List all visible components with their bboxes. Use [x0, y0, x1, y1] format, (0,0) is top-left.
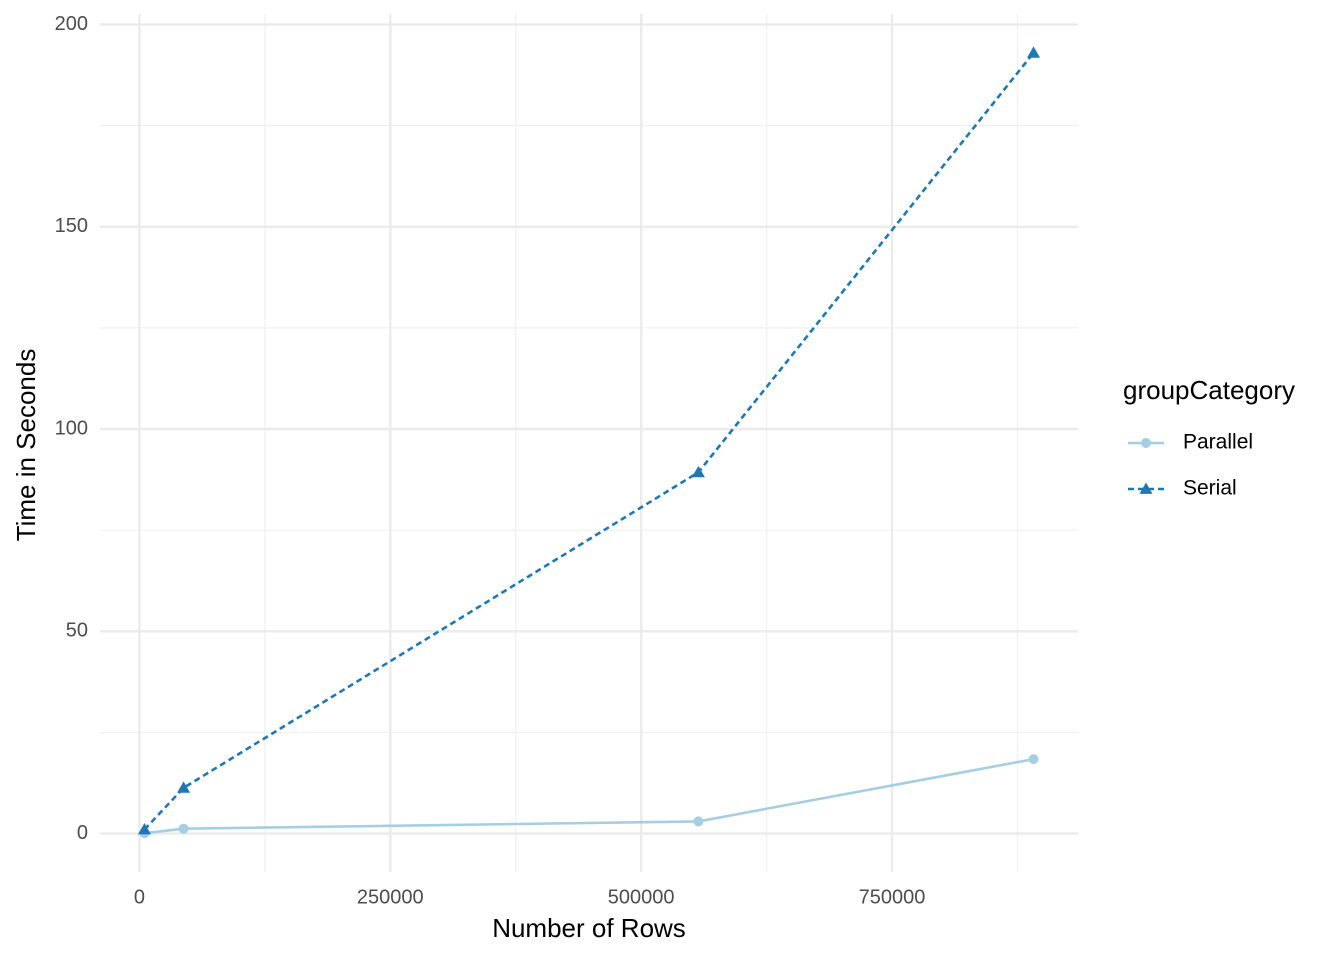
- point: [178, 823, 189, 834]
- legend-label: Serial: [1183, 477, 1237, 500]
- legend-title: groupCategory: [1123, 375, 1295, 405]
- x-tick-label: 750000: [859, 886, 926, 908]
- legend-key-marker: [1141, 438, 1151, 448]
- legend-key-marker: [1139, 482, 1153, 494]
- point: [693, 816, 704, 827]
- point: [1028, 754, 1039, 765]
- grid: [100, 14, 1078, 872]
- point: [1027, 46, 1041, 58]
- point: [691, 465, 705, 478]
- legend-label: Parallel: [1183, 431, 1253, 454]
- point: [177, 781, 191, 793]
- x-axis-title: Number of Rows: [492, 913, 686, 943]
- series-line: [143, 52, 1035, 831]
- y-tick-label: 150: [55, 215, 88, 237]
- point: [137, 823, 151, 835]
- x-tick-label: 500000: [608, 886, 675, 908]
- y-axis-title: Time in Seconds: [11, 349, 41, 542]
- y-tick-label: 200: [55, 13, 88, 35]
- y-tick-label: 50: [66, 620, 88, 642]
- y-tick-label: 100: [55, 417, 88, 439]
- y-tick-label: 0: [77, 822, 88, 844]
- x-tick-label: 0: [134, 886, 145, 908]
- x-tick-label: 250000: [357, 886, 424, 908]
- series-line: [144, 757, 1034, 835]
